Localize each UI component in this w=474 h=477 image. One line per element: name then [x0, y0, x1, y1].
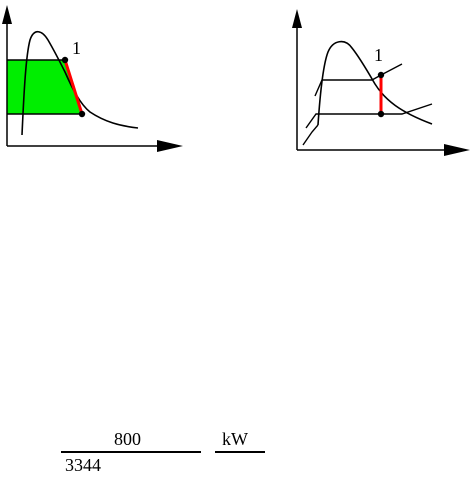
- left-saturation-dome: [21, 30, 139, 136]
- left-state-point-1: [61, 56, 69, 64]
- left-y-axis-arrow: [2, 5, 12, 24]
- equation-fraction-bar: [61, 451, 201, 453]
- equation-unit: kW: [222, 429, 248, 449]
- left-state-point-2: [78, 110, 86, 118]
- right-saturation-dome: [317, 40, 433, 126]
- right-diagram: [292, 9, 470, 156]
- right-point-1-label: 1: [374, 45, 383, 65]
- equation-numerator: 800: [114, 429, 141, 449]
- right-state-point-2: [377, 110, 385, 118]
- right-compressed-liquid-line: [302, 124, 319, 146]
- left-process-line: [63, 59, 84, 115]
- equation-unit-bar: [215, 451, 265, 453]
- right-state-point-1: [377, 71, 385, 79]
- left-diagram: [2, 5, 183, 152]
- right-upper-isobar: [314, 63, 403, 97]
- equation-denominator: 3344: [65, 455, 101, 475]
- left-shaded-area: [7, 60, 82, 114]
- right-y-axis-arrow: [292, 9, 302, 28]
- left-point-1-label: 1: [72, 38, 81, 58]
- right-x-axis-arrow: [444, 144, 470, 156]
- left-x-axis-arrow: [157, 140, 183, 152]
- right-lower-isobar: [305, 103, 433, 129]
